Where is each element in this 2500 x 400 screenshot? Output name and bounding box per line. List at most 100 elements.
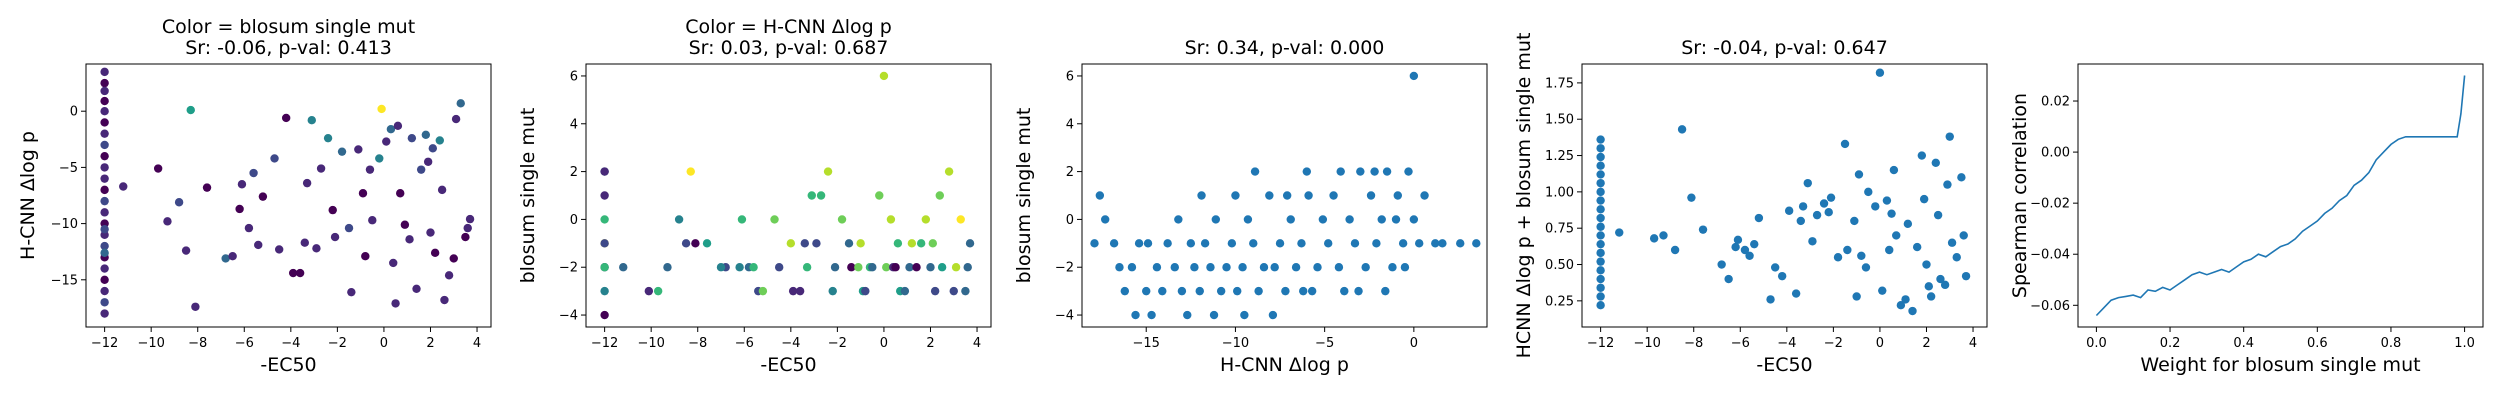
scatter-point (377, 104, 386, 114)
x-tick-label: −2 (1824, 336, 1843, 351)
scatter-point (396, 189, 405, 198)
scatter-point (1231, 191, 1240, 200)
scatter-point (644, 286, 654, 296)
scatter-point (1850, 216, 1859, 226)
scatter-point (323, 133, 333, 143)
scatter-point (389, 258, 398, 268)
chart-panel-5: 0.0 0.2 0.4 0.6 0.8 1.0 −0.06 −0.04 −0.02 0.00 0.0… (2009, 63, 2484, 376)
scatter-point (1912, 242, 1922, 252)
scatter-point (1216, 286, 1226, 296)
scatter-point (1919, 194, 1929, 204)
scatter-point (1195, 286, 1204, 296)
scatter-point (1903, 219, 1913, 229)
scatter-point (1404, 167, 1413, 176)
scatter-point (1596, 170, 1605, 179)
scatter-point (423, 157, 433, 166)
scatter-point (961, 286, 970, 296)
y-tick-label: 0.75 (1545, 222, 1574, 237)
scatter-point (405, 235, 414, 244)
y-axis-label: blosum single mut (517, 108, 539, 284)
scatter-point (1400, 263, 1410, 272)
scatter-point (1158, 286, 1167, 296)
series-line (2095, 75, 2466, 317)
scatter-point (1370, 167, 1379, 176)
scatter-point (788, 286, 798, 296)
scatter-point (1238, 263, 1247, 272)
scatter-point (1784, 206, 1794, 215)
scatter-point (1302, 167, 1312, 176)
scatter-point (900, 286, 910, 296)
scatter-point (1227, 239, 1237, 248)
x-tick-label: −6 (735, 336, 754, 351)
y-tick-label: −4 (1055, 309, 1074, 324)
scatter-point (1952, 253, 1961, 262)
scatter-point (1127, 263, 1137, 272)
y-tick-label: 2 (570, 165, 578, 180)
scatter-point (100, 118, 109, 127)
scatter-point (100, 140, 109, 150)
scatter-point (1240, 310, 1249, 320)
x-tick-label: 0.4 (2233, 336, 2254, 351)
x-tick-label: −4 (781, 336, 800, 351)
scatter-point (1472, 239, 1481, 248)
scatter-point (1143, 239, 1153, 248)
scatter-point (307, 115, 316, 125)
scatter-point (907, 239, 917, 248)
scatter-point (600, 239, 609, 248)
scatter-point (1596, 161, 1605, 170)
scatter-point (600, 286, 609, 296)
scatter-point (444, 271, 454, 280)
y-tick-label: 1.25 (1545, 149, 1574, 164)
scatter-point (1803, 178, 1812, 188)
axes-frame (2077, 63, 2484, 328)
scatter-point (391, 299, 400, 308)
scatter-point (891, 263, 900, 272)
scatter-point (1307, 286, 1317, 296)
scatter-point (1947, 238, 1957, 247)
scatter-point (1340, 286, 1349, 296)
x-axis-label: -EC50 (260, 354, 316, 376)
scatter-point (100, 208, 109, 217)
y-tick-label: 4 (1066, 117, 1074, 132)
scatter-point (100, 309, 109, 318)
scatter-point (828, 286, 837, 296)
scatter-point (1420, 191, 1429, 200)
y-tick-label: −2 (1055, 261, 1074, 276)
scatter-point (795, 286, 805, 296)
scatter-point (407, 133, 417, 143)
scatter-point (653, 286, 663, 296)
scatter-point (1957, 173, 1966, 182)
scatter-point (1892, 231, 1901, 240)
scatter-point (1197, 191, 1206, 200)
scatter-point (1206, 263, 1215, 272)
scatter-point (1259, 263, 1269, 272)
x-tick-label: −12 (1587, 336, 1614, 351)
y-tick-label: −2 (559, 261, 578, 276)
y-tick-label: −4 (559, 309, 578, 324)
scatter-point (812, 239, 821, 248)
x-tick-label: 0 (1410, 336, 1418, 351)
scatter-point (1936, 274, 1945, 284)
x-tick-label: 2 (926, 336, 934, 351)
scatter-point (1754, 213, 1764, 223)
scatter-point (1268, 310, 1278, 320)
chart-title-line: Sr: -0.06, p-val: 0.413 (185, 37, 392, 59)
scatter-point (100, 174, 109, 183)
scatter-point (1090, 239, 1099, 248)
scatter-point (1596, 239, 1605, 249)
scatter-point (800, 239, 809, 248)
scatter-point (600, 167, 609, 176)
scatter-point (300, 238, 309, 247)
scatter-point (912, 263, 921, 272)
scatter-point (1209, 310, 1219, 320)
y-axis-label: HCNN Δlog p + blosum single mut (1513, 33, 1535, 359)
scatter-point (1596, 213, 1605, 223)
scatter-point (674, 215, 684, 224)
scatter-point (274, 245, 284, 254)
scatter-point (735, 263, 744, 272)
scatter-point (270, 154, 279, 163)
scatter-point (358, 189, 368, 198)
scatter-point (1931, 158, 1940, 168)
scatter-point (749, 263, 758, 272)
scatter-point (1254, 286, 1263, 296)
